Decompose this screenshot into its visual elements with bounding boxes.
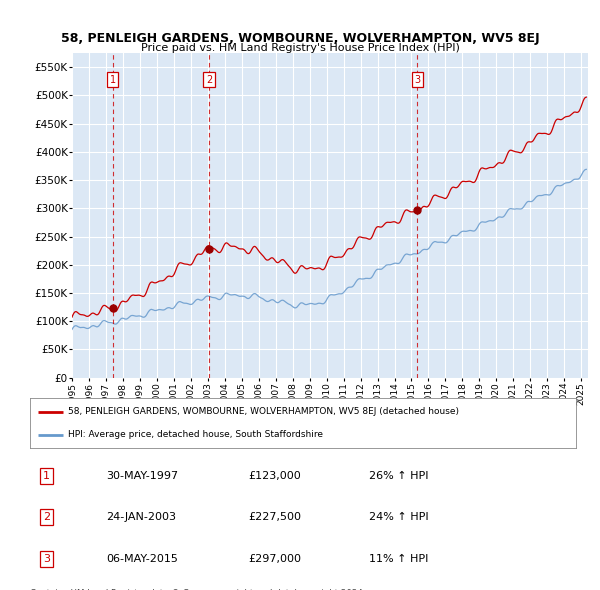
Text: 30-MAY-1997: 30-MAY-1997: [106, 471, 179, 481]
Text: £227,500: £227,500: [248, 512, 301, 522]
Text: 3: 3: [43, 554, 50, 564]
Text: 1: 1: [43, 471, 50, 481]
Text: 24% ↑ HPI: 24% ↑ HPI: [368, 512, 428, 522]
Text: 58, PENLEIGH GARDENS, WOMBOURNE, WOLVERHAMPTON, WV5 8EJ: 58, PENLEIGH GARDENS, WOMBOURNE, WOLVERH…: [61, 32, 539, 45]
Text: HPI: Average price, detached house, South Staffordshire: HPI: Average price, detached house, Sout…: [68, 430, 323, 440]
Text: 24-JAN-2003: 24-JAN-2003: [106, 512, 176, 522]
Text: 06-MAY-2015: 06-MAY-2015: [106, 554, 178, 564]
Text: 2: 2: [43, 512, 50, 522]
Text: 58, PENLEIGH GARDENS, WOMBOURNE, WOLVERHAMPTON, WV5 8EJ (detached house): 58, PENLEIGH GARDENS, WOMBOURNE, WOLVERH…: [68, 407, 459, 417]
Text: 11% ↑ HPI: 11% ↑ HPI: [368, 554, 428, 564]
Text: Price paid vs. HM Land Registry's House Price Index (HPI): Price paid vs. HM Land Registry's House …: [140, 44, 460, 53]
Text: 26% ↑ HPI: 26% ↑ HPI: [368, 471, 428, 481]
Text: £123,000: £123,000: [248, 471, 301, 481]
Text: £297,000: £297,000: [248, 554, 301, 564]
Text: 3: 3: [414, 74, 421, 84]
Text: 2: 2: [206, 74, 212, 84]
Text: 1: 1: [110, 74, 116, 84]
Text: Contains HM Land Registry data © Crown copyright and database right 2024.: Contains HM Land Registry data © Crown c…: [30, 589, 365, 590]
